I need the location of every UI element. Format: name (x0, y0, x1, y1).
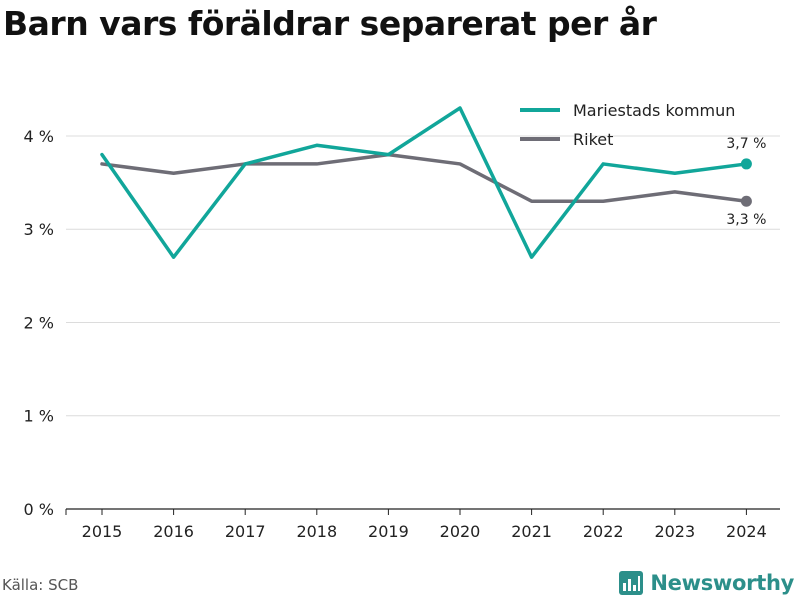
end-value-label: 3,7 % (726, 136, 766, 152)
x-tick-label: 2024 (726, 522, 767, 541)
y-tick-label: 0 % (24, 500, 54, 519)
source-label: Källa: SCB (2, 576, 79, 594)
end-point-marker (740, 158, 752, 170)
x-tick-label: 2015 (82, 522, 123, 541)
x-tick-label: 2023 (654, 522, 695, 541)
series-line-riket (100, 152, 749, 203)
legend-label: Riket (573, 130, 613, 149)
x-tick-label: 2016 (153, 522, 194, 541)
y-tick-label: 4 % (24, 127, 54, 146)
legend-label: Mariestads kommun (573, 101, 735, 120)
chart-title: Barn vars föräldrar separerat per år (3, 4, 657, 43)
brand-name: Newsworthy (650, 571, 794, 595)
end-value-label: 3,3 % (726, 212, 766, 228)
x-tick-label: 2020 (440, 522, 481, 541)
end-point-marker (740, 195, 752, 207)
newsworthy-logo-icon (619, 571, 644, 595)
x-tick-label: 2022 (583, 522, 624, 541)
x-tick-label: 2018 (296, 522, 337, 541)
x-tick-label: 2021 (511, 522, 552, 541)
series-line-mariestad (100, 106, 749, 259)
x-tick-label: 2019 (368, 522, 409, 541)
x-tick-label: 2017 (225, 522, 266, 541)
y-tick-label: 2 % (24, 313, 54, 332)
y-tick-label: 3 % (24, 220, 54, 239)
brand[interactable]: Newsworthy (618, 570, 794, 596)
y-tick-label: 1 % (24, 407, 54, 426)
